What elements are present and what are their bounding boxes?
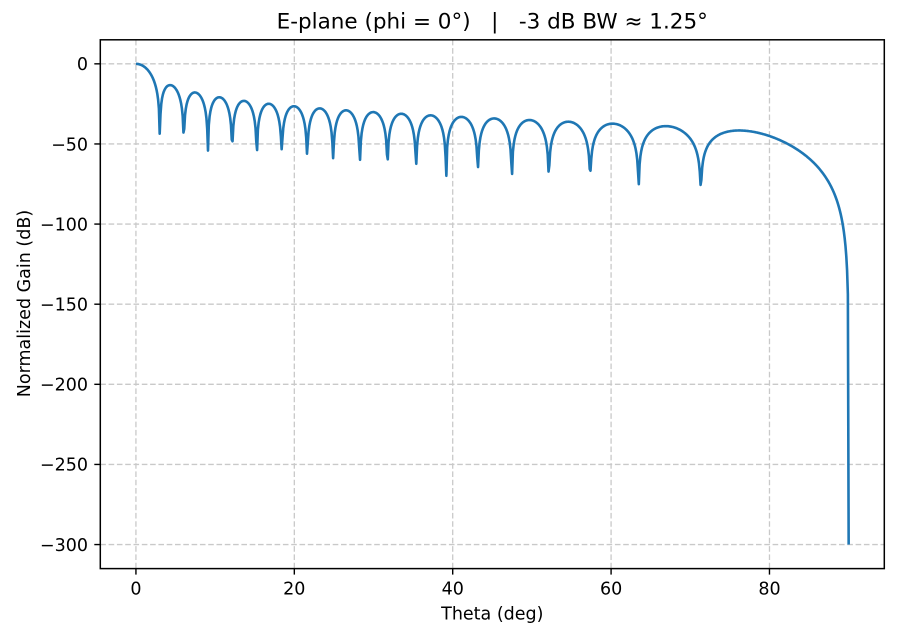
y-tick-label: −100: [40, 215, 88, 235]
gain-curve: [135, 62, 850, 545]
y-tick-label: −50: [51, 135, 88, 155]
x-tick-label: 40: [442, 580, 464, 600]
y-tick-label: −150: [40, 296, 88, 316]
y-tick-label: −200: [40, 376, 88, 396]
y-axis-label: Normalized Gain (dB): [15, 210, 35, 397]
y-tick-label: 0: [77, 55, 88, 75]
x-tick-label: 60: [600, 580, 622, 600]
y-tick-label: −300: [40, 536, 88, 556]
y-tick-label: −250: [40, 456, 88, 476]
grid-layer: [100, 39, 885, 569]
chart-title: E-plane (phi = 0°) | -3 dB BW ≈ 1.25°: [277, 10, 708, 35]
x-tick-label: 0: [130, 580, 141, 600]
x-tick-label: 80: [758, 580, 780, 600]
tick-label-layer: 0 20 40 60 80 0 −50 −100 −150 −200 −250 −300: [40, 55, 781, 600]
x-axis-label: Theta (deg): [440, 605, 543, 625]
x-tick-label: 20: [283, 580, 305, 600]
axes-layer: [94, 39, 886, 575]
curve-layer: [135, 62, 850, 545]
